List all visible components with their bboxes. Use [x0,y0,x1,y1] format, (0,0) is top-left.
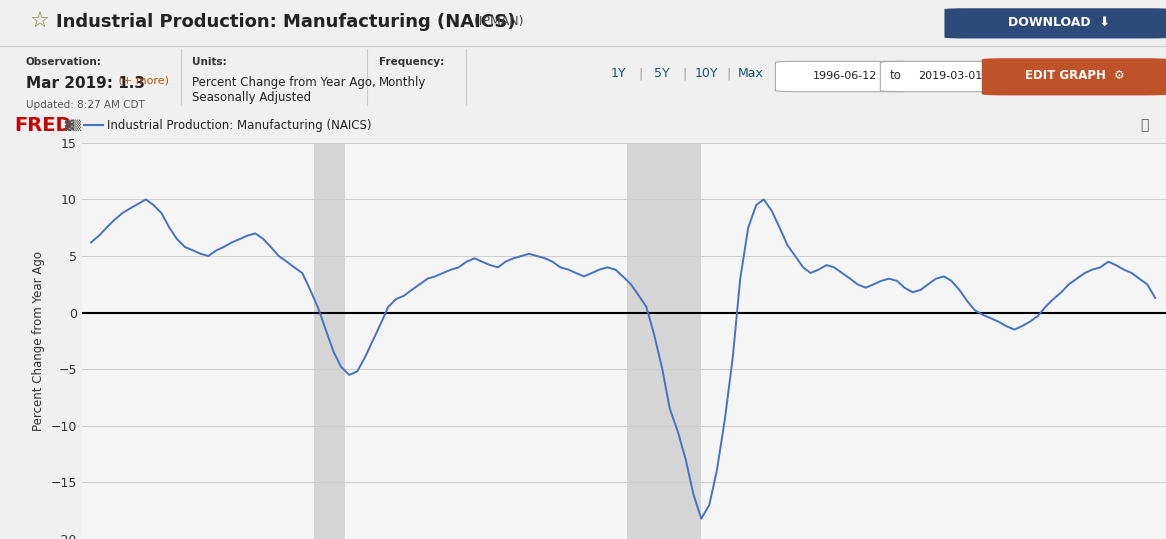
Text: (IPMAN): (IPMAN) [470,16,524,29]
Text: Industrial Production: Manufacturing (NAICS): Industrial Production: Manufacturing (NA… [107,119,372,132]
Text: ▓▒: ▓▒ [64,120,82,131]
Text: |: | [726,67,731,80]
Text: 2019-03-01: 2019-03-01 [918,71,983,80]
Text: 10Y: 10Y [695,67,718,80]
Y-axis label: Percent Change from Year Ago: Percent Change from Year Ago [31,251,44,431]
FancyBboxPatch shape [775,61,915,92]
FancyBboxPatch shape [982,58,1166,95]
Text: |: | [638,67,642,80]
Text: Monthly: Monthly [379,75,427,88]
Text: Mar 2019: 1.3: Mar 2019: 1.3 [26,75,145,91]
Text: to: to [890,69,901,82]
Text: Units:: Units: [192,57,227,67]
FancyBboxPatch shape [944,8,1166,38]
Text: Frequency:: Frequency: [379,57,444,67]
Text: EDIT GRAPH  ⚙: EDIT GRAPH ⚙ [1025,69,1125,82]
Text: Updated: 8:27 AM CDT: Updated: 8:27 AM CDT [26,100,145,110]
Text: ☆: ☆ [29,12,49,32]
FancyBboxPatch shape [880,61,1020,92]
Text: ⛶: ⛶ [1140,119,1149,132]
Text: |: | [682,67,687,80]
Text: FRED: FRED [14,116,71,135]
Text: Industrial Production: Manufacturing (NAICS): Industrial Production: Manufacturing (NA… [56,13,515,31]
Bar [627,143,701,539]
Text: 1Y: 1Y [610,67,626,80]
Bar [314,143,345,539]
Text: 1996-06-12: 1996-06-12 [813,71,878,80]
Text: Percent Change from Year Ago,
Seasonally Adjusted: Percent Change from Year Ago, Seasonally… [192,75,377,103]
Text: 5Y: 5Y [654,67,670,80]
Text: DOWNLOAD  ⬇: DOWNLOAD ⬇ [1007,16,1110,29]
Text: (+ more): (+ more) [115,75,169,86]
Text: Observation:: Observation: [26,57,101,67]
Text: Max: Max [738,67,764,80]
